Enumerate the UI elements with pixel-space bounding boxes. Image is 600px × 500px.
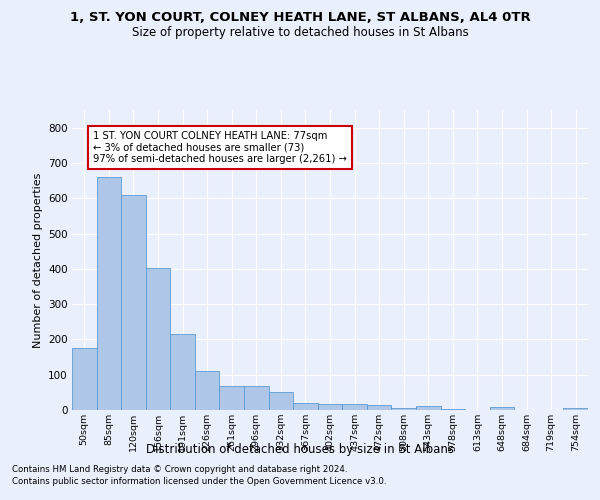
Bar: [367, 406, 391, 410]
Bar: [220, 386, 244, 410]
Bar: [293, 403, 318, 410]
Bar: [391, 408, 416, 410]
Bar: [72, 348, 97, 410]
Bar: [269, 392, 293, 410]
Text: Contains HM Land Registry data © Crown copyright and database right 2024.: Contains HM Land Registry data © Crown c…: [12, 465, 347, 474]
Bar: [97, 177, 121, 410]
Text: Contains public sector information licensed under the Open Government Licence v3: Contains public sector information licen…: [12, 477, 386, 486]
Bar: [170, 334, 195, 410]
Bar: [342, 404, 367, 410]
Bar: [121, 194, 146, 410]
Text: 1 ST. YON COURT COLNEY HEATH LANE: 77sqm
← 3% of detached houses are smaller (73: 1 ST. YON COURT COLNEY HEATH LANE: 77sqm…: [93, 131, 347, 164]
Bar: [490, 407, 514, 410]
Bar: [563, 408, 588, 410]
Bar: [416, 406, 440, 410]
Text: Distribution of detached houses by size in St Albans: Distribution of detached houses by size …: [146, 442, 454, 456]
Bar: [440, 409, 465, 410]
Bar: [244, 386, 269, 410]
Y-axis label: Number of detached properties: Number of detached properties: [32, 172, 43, 348]
Bar: [195, 371, 220, 410]
Bar: [146, 268, 170, 410]
Bar: [318, 404, 342, 410]
Text: 1, ST. YON COURT, COLNEY HEATH LANE, ST ALBANS, AL4 0TR: 1, ST. YON COURT, COLNEY HEATH LANE, ST …: [70, 11, 530, 24]
Text: Size of property relative to detached houses in St Albans: Size of property relative to detached ho…: [131, 26, 469, 39]
